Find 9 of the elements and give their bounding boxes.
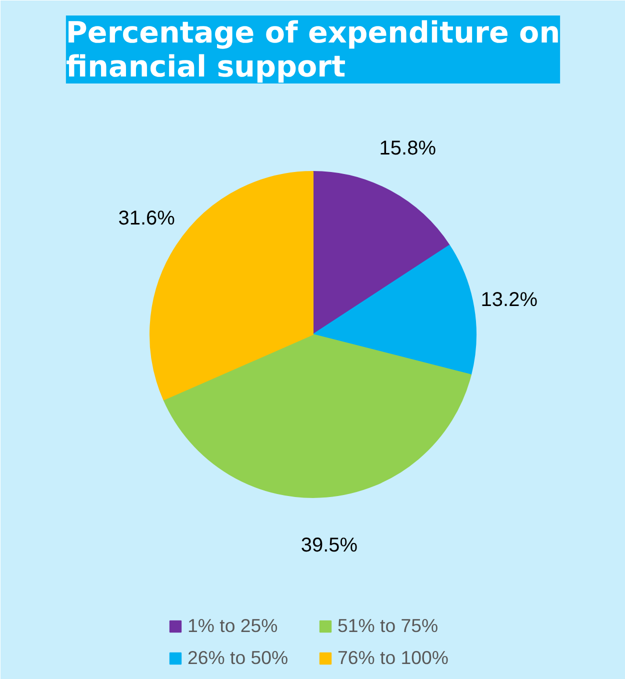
legend-label: 26% to 50% (188, 647, 290, 669)
data-label: 31.6% (118, 208, 176, 230)
legend-label: 1% to 25% (188, 615, 279, 637)
data-label: 39.5% (300, 534, 358, 556)
data-label: 15.8% (379, 137, 436, 160)
legend-label: 76% to 100% (338, 647, 450, 669)
data-label: 13.2% (480, 288, 538, 311)
chart-title: Percentage of expenditure on financial support (66, 16, 560, 84)
legend-label: 51% to 75% (338, 615, 440, 637)
